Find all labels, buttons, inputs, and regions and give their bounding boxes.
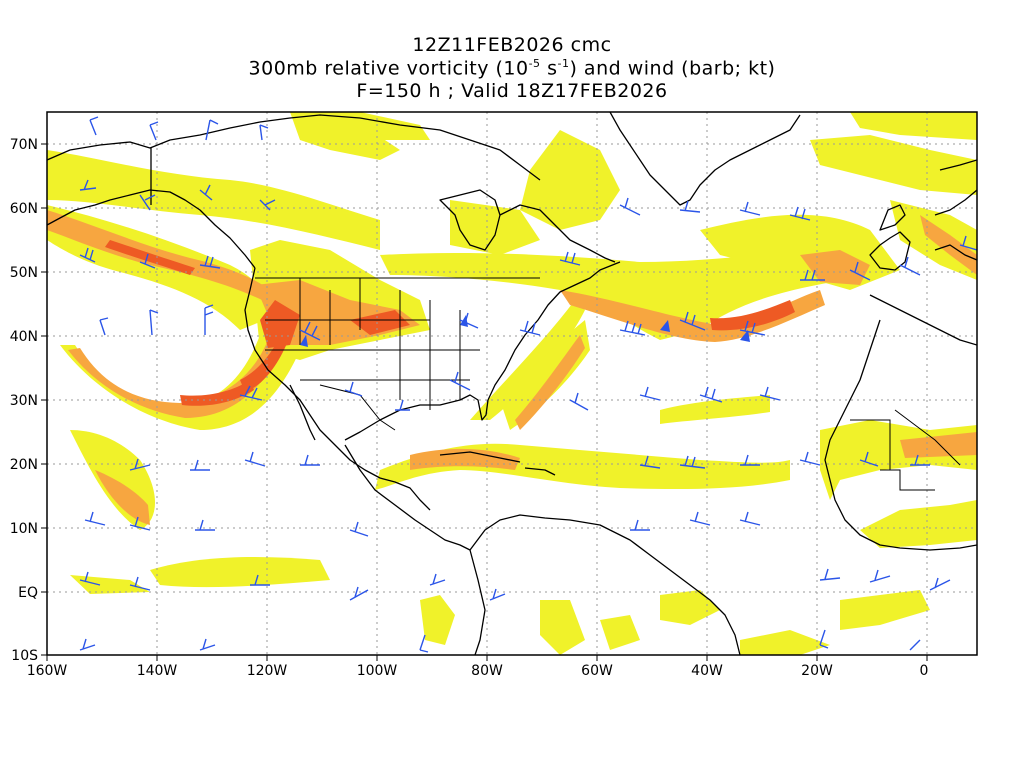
- coastlines: [47, 112, 977, 655]
- y-tick-label: 70N: [10, 137, 38, 153]
- y-tick-label: 10N: [10, 521, 38, 537]
- x-tick-label: 80W: [471, 663, 503, 679]
- map-title-line3: F=150 h ; Valid 18Z17FEB2026: [356, 80, 668, 102]
- y-tick-label: 30N: [10, 393, 38, 409]
- x-tick-label: 100W: [357, 663, 398, 679]
- y-tick-label: 50N: [10, 265, 38, 281]
- vorticity-yellow-areas: [47, 112, 977, 655]
- x-tick-label: 160W: [27, 663, 68, 679]
- y-tick-label: 60N: [10, 201, 38, 217]
- map-title-line1: 12Z11FEB2026 cmc: [412, 34, 612, 56]
- plot-frame: [46, 111, 978, 656]
- x-tick-label: 20W: [801, 663, 833, 679]
- y-tick-label: 10S: [11, 648, 38, 664]
- y-tick-label: 20N: [10, 457, 38, 473]
- y-tick-label: EQ: [18, 585, 38, 601]
- map-title-line2: 300mb relative vorticity (10-5 s-1) and …: [248, 57, 776, 80]
- vorticity-field: [47, 112, 977, 655]
- x-tick-label: 60W: [581, 663, 613, 679]
- y-tick-label: 40N: [10, 329, 38, 345]
- x-tick-label: 0: [920, 663, 929, 679]
- x-tick-label: 40W: [691, 663, 723, 679]
- y-axis-labels: 70N 60N 50N 40N 30N 20N 10N EQ 10S: [10, 137, 38, 664]
- tick-marks: [41, 143, 928, 661]
- x-tick-label: 120W: [247, 663, 288, 679]
- political-borders: [255, 277, 961, 491]
- wind-barbs: [79, 116, 977, 653]
- x-axis-labels: 160W 140W 120W 100W 80W 60W 40W 20W 0: [27, 663, 929, 679]
- x-tick-label: 140W: [137, 663, 178, 679]
- wind-barb-flags: [300, 315, 750, 347]
- graticule: [47, 112, 977, 655]
